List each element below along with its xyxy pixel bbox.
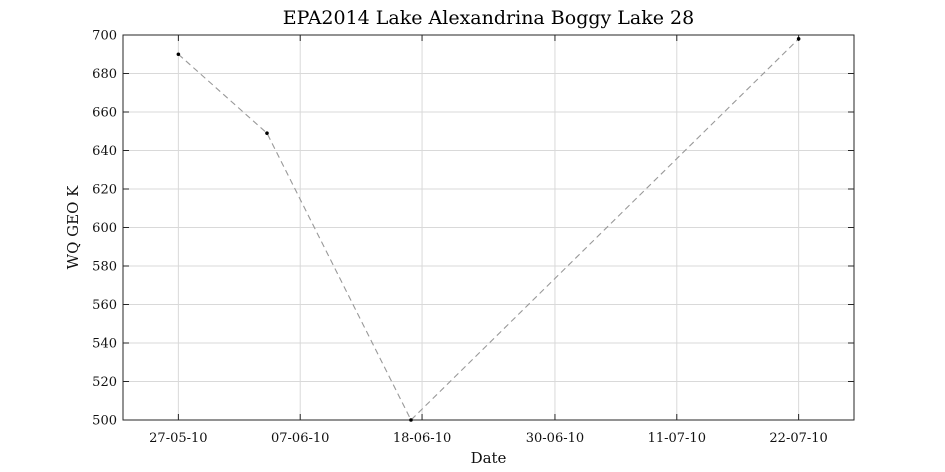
y-tick-label: 620 (92, 183, 117, 198)
grid-layer (123, 34, 854, 421)
y-tick-label: 520 (92, 375, 117, 390)
x-tick-label: 18-06-10 (393, 431, 451, 446)
y-tick-label: 580 (92, 260, 117, 275)
x-axis-label: Date (471, 449, 507, 467)
y-tick-label: 540 (92, 337, 117, 352)
y-axis-label: WQ GEO K (64, 185, 82, 269)
data-point (796, 37, 801, 41)
series-line (178, 38, 799, 421)
series-layer (176, 37, 801, 422)
y-tick-label: 500 (92, 414, 117, 429)
y-tick-label: 600 (92, 221, 117, 236)
x-tick-label: 11-07-10 (648, 431, 706, 446)
y-tick-label: 700 (92, 29, 117, 44)
y-tick-label: 560 (92, 298, 117, 313)
x-tick-label: 07-06-10 (271, 431, 329, 446)
ticks-layer: 500 520 540 560 580 600 620 640 660 680 700 27-05-1… (92, 29, 854, 446)
data-point (409, 418, 413, 422)
y-tick-label: 660 (92, 106, 117, 121)
x-tick-label: 27-05-10 (149, 431, 207, 446)
x-tick-label: 30-06-10 (526, 431, 584, 446)
chart-title: EPA2014 Lake Alexandrina Boggy Lake 28 (283, 7, 694, 29)
y-tick-label: 680 (92, 67, 117, 82)
y-tick-label: 640 (92, 144, 117, 159)
data-point (265, 131, 269, 135)
x-tick-label: 22-07-10 (769, 431, 827, 446)
data-point (176, 52, 181, 57)
